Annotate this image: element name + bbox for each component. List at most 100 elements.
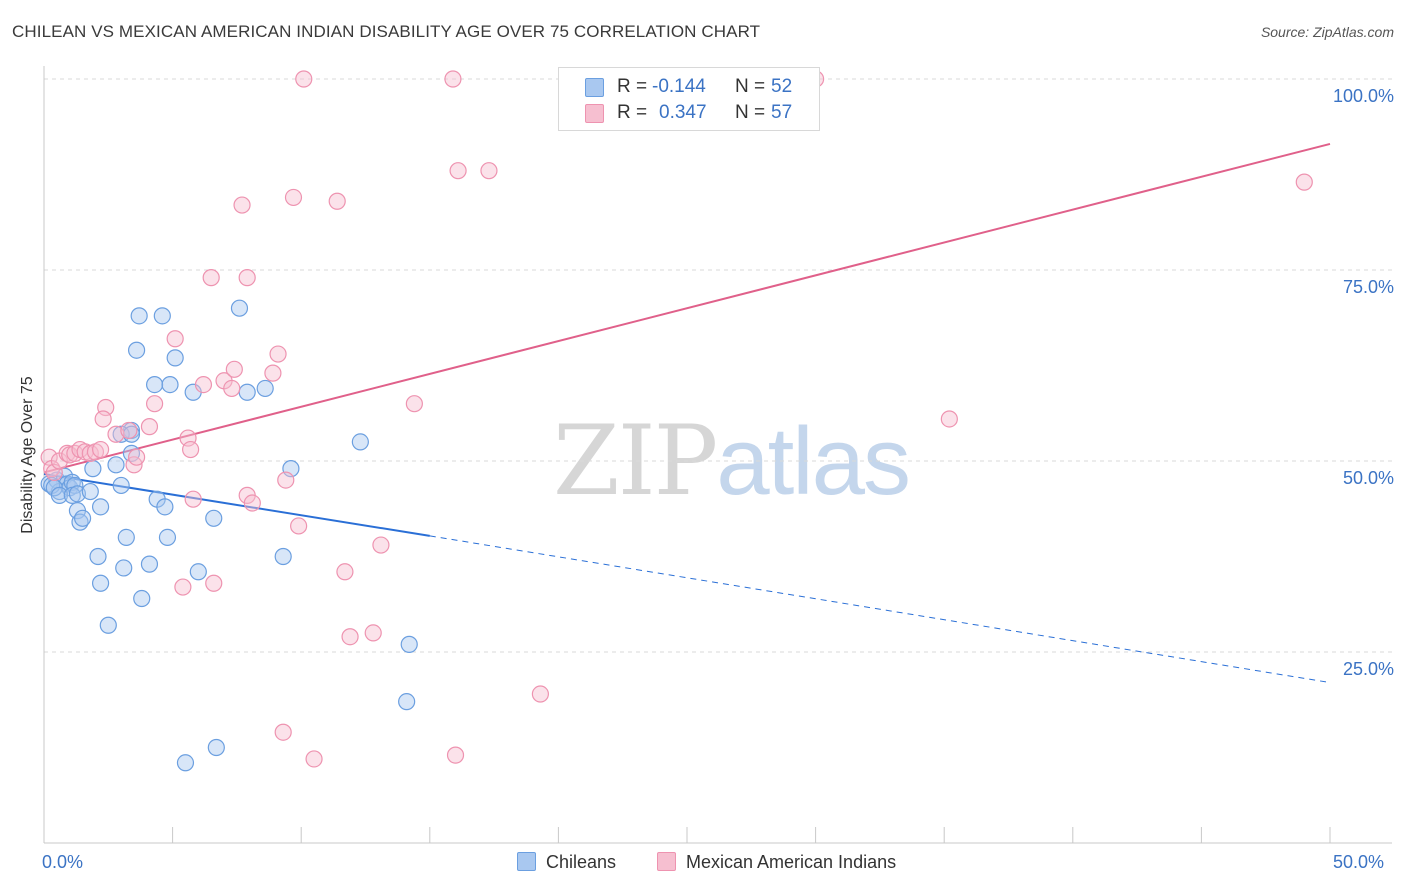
y-tick-label-100: 100.0% [1332,86,1394,106]
point-blue-21 [91,574,110,592]
trend-lines [43,142,1331,684]
legend-swatch-pink [585,104,604,123]
point-pink-26 [202,269,220,287]
n-value: 57 [771,102,793,123]
y-tick-label-75: 75.0% [1342,277,1394,297]
point-blue-34 [145,376,164,394]
trend-line-blue [43,473,430,537]
legend-label-mexican-american-indians: Mexican American Indians [686,852,897,872]
point-blue-53 [176,754,195,772]
point-pink-32 [243,494,261,512]
y-tick-label-25: 25.0% [1342,659,1394,679]
point-blue-52 [207,738,225,757]
point-blue-26 [140,555,159,573]
point-pink-11 [91,440,110,459]
r-value: -0.144 [652,76,706,97]
point-blue-20 [89,547,107,566]
point-blue-24 [99,616,117,634]
source-label: Source: ZipAtlas.com [1260,24,1394,40]
point-blue-50 [400,635,418,653]
trend-line-pink [43,142,1331,474]
point-blue-19 [73,509,92,527]
point-pink-48 [449,162,467,180]
point-pink-52 [174,578,192,596]
point-blue-39 [230,299,249,317]
y-tick-label-50: 50.0% [1342,468,1394,488]
legend-item-chileans[interactable]: Chileans [517,852,616,873]
point-pink-24 [194,376,213,394]
point-blue-29 [156,498,174,516]
legend-label-chileans: Chileans [546,852,617,872]
trend-extension-blue [429,535,1331,684]
point-blue-23 [117,528,135,547]
legend-swatch-blue [585,78,604,97]
point-blue-40 [205,509,223,527]
point-blue-51 [398,693,416,711]
point-pink-39 [295,70,313,88]
point-pink-35 [269,345,287,363]
point-blue-14 [112,476,130,495]
point-blue-32 [127,341,146,359]
y-axis-title: Disability Age Over 75 [19,376,36,534]
point-blue-27 [158,528,177,547]
point-blue-49 [274,547,292,566]
r-value: 0.347 [659,102,707,123]
r-label: R = [617,102,648,123]
x-tick-label-min: 0.0% [42,852,84,872]
correlation-legend: R = -0.144 N = 52 R = 0.347 N = 57 [558,67,820,131]
point-pink-51 [531,685,549,703]
point-pink-46 [405,395,423,413]
chart-title: CHILEAN VS MEXICAN AMERICAN INDIAN DISAB… [12,22,761,41]
x-tick-label-max: 50.0% [1333,852,1385,872]
point-pink-18 [140,418,159,436]
axes [43,66,1392,844]
point-blue-35 [161,376,179,394]
point-pink-20 [166,330,184,348]
data-points [40,70,1313,772]
point-pink-37 [284,188,303,207]
n-label: N = [735,102,766,123]
legend-swatch-pink [657,852,676,871]
grid-lines [44,78,1392,653]
point-blue-13 [81,482,99,501]
point-blue-45 [107,456,125,474]
point-pink-49 [480,162,498,180]
point-pink-56 [1295,173,1313,191]
point-pink-29 [225,360,243,378]
point-blue-22 [115,559,133,577]
point-pink-40 [305,750,323,768]
point-pink-44 [364,624,382,642]
n-value: 52 [771,76,793,97]
point-pink-50 [446,746,465,764]
point-blue-16 [91,498,110,516]
point-pink-34 [264,364,282,382]
point-pink-19 [145,395,164,413]
point-pink-33 [238,269,256,287]
point-pink-13 [94,410,112,428]
point-pink-25 [205,574,223,592]
point-pink-55 [940,410,958,428]
point-pink-28 [223,379,241,398]
point-pink-22 [182,440,200,459]
legend-item-mexican-american-indians[interactable]: Mexican American Indians [657,852,896,873]
point-pink-17 [127,448,146,466]
point-pink-14 [107,425,125,443]
n-label: N = [735,76,766,97]
point-blue-30 [153,307,171,325]
point-blue-12 [68,485,87,503]
point-blue-38 [256,379,274,398]
point-blue-48 [351,433,369,451]
point-pink-45 [372,536,390,554]
point-blue-25 [133,589,151,608]
point-pink-41 [328,192,346,210]
point-pink-23 [184,490,202,508]
point-blue-41 [189,563,207,581]
point-blue-37 [238,383,256,401]
point-pink-15 [120,421,138,440]
point-pink-47 [444,70,462,88]
point-blue-31 [130,307,148,325]
point-pink-36 [277,471,295,489]
legend-swatch-blue [517,852,536,871]
point-blue-10 [50,486,69,504]
